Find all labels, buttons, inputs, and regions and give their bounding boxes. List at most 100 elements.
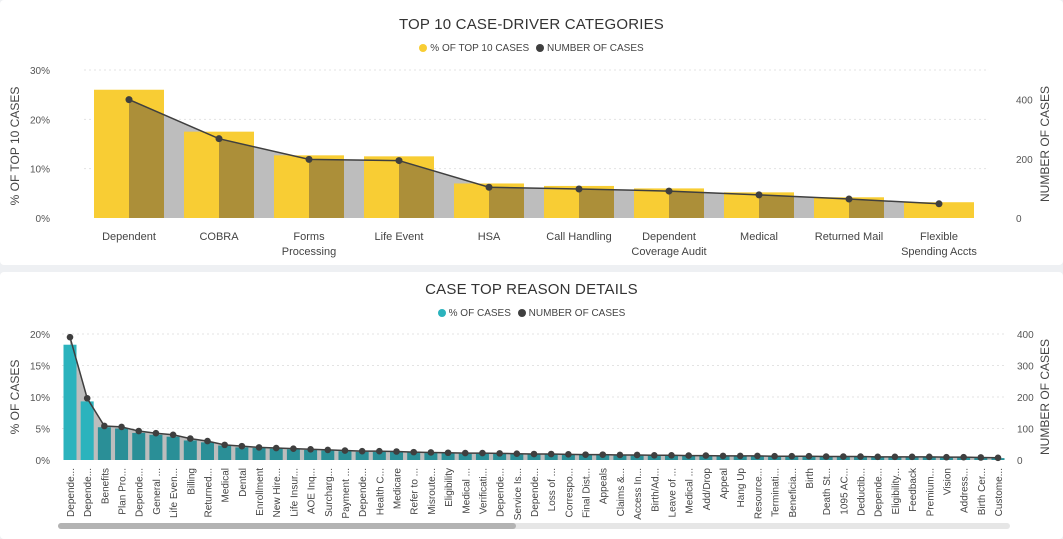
number-of-cases-point xyxy=(530,450,538,458)
legend-label: % OF TOP 10 CASES xyxy=(430,43,530,54)
pct-bar xyxy=(904,202,974,218)
number-of-cases-point xyxy=(845,195,853,203)
category-label: Dependent xyxy=(102,231,156,243)
category-label: Plan Pro... xyxy=(118,468,129,515)
bar-area-overlap xyxy=(399,160,434,218)
legend-item-pct-cases[interactable]: % OF CASES xyxy=(437,308,511,319)
number-of-cases-point xyxy=(135,427,143,435)
number-of-cases-point xyxy=(376,447,383,455)
left-tick-label: 15% xyxy=(30,362,50,373)
number-of-cases-point xyxy=(83,394,91,402)
number-of-cases-point xyxy=(479,449,486,457)
category-label: COBRA xyxy=(199,231,239,243)
category-label: Payment ... xyxy=(341,468,352,519)
number-of-cases-point xyxy=(840,453,847,460)
left-tick-label: 10% xyxy=(30,393,50,404)
pct-bar xyxy=(407,452,421,460)
pct-bar xyxy=(218,445,232,460)
number-of-cases-point xyxy=(118,423,125,431)
scrollbar-thumb[interactable] xyxy=(58,523,516,529)
pct-bar xyxy=(338,451,352,460)
number-of-cases-point xyxy=(960,453,967,461)
horizontal-scrollbar[interactable] xyxy=(58,523,1010,529)
legend-dot-icon xyxy=(437,309,446,318)
category-label: HSA xyxy=(478,231,501,243)
category-label: Access In... xyxy=(633,468,644,520)
category-label: Depende... xyxy=(135,468,146,517)
case-top-reason-panel: CASE TOP REASON DETAILS % OF CASES NUMBE… xyxy=(0,272,1063,539)
category-label: Final Dist... xyxy=(582,468,593,518)
pct-bar xyxy=(355,451,369,460)
category-label: Eligibility xyxy=(444,468,455,507)
left-tick-label: 30% xyxy=(30,66,50,77)
category-label: Billing xyxy=(186,468,197,495)
number-of-cases-point xyxy=(755,191,763,199)
pct-bar xyxy=(200,442,214,460)
number-of-cases-point xyxy=(754,452,761,460)
number-of-cases-point xyxy=(891,453,899,461)
category-label: Benefits xyxy=(100,468,111,504)
category-label: Premium... xyxy=(925,468,936,516)
legend-dot-icon xyxy=(536,44,545,53)
number-of-cases-point xyxy=(186,435,194,442)
number-of-cases-point xyxy=(496,450,503,457)
chart2-legend[interactable]: % OF CASES NUMBER OF CASES xyxy=(0,308,1063,319)
category-label: Terminati... xyxy=(771,468,782,517)
left-axis-title: % OF TOP 10 CASES xyxy=(8,87,22,206)
category-label: Depende... xyxy=(83,468,94,517)
number-of-cases-area xyxy=(70,337,998,460)
number-of-cases-point xyxy=(341,447,349,454)
category-label: Add/Drop xyxy=(702,468,713,511)
number-of-cases-point xyxy=(358,447,366,455)
number-of-cases-point xyxy=(307,445,314,453)
legend-item-number-of-cases[interactable]: NUMBER OF CASES xyxy=(517,308,625,319)
case-reason-combo-chart[interactable]: 20% 15% 10% 5% 0% 400 300 200 100 0 % OF CASES NUMB… xyxy=(0,272,1063,539)
category-label: Flexible Spending Accts xyxy=(901,231,977,258)
pct-bar xyxy=(166,436,180,460)
bar-area-overlap xyxy=(669,191,704,218)
category-label: Life Even... xyxy=(169,468,180,518)
number-of-cases-point xyxy=(685,452,692,459)
number-of-cases-point xyxy=(771,452,778,460)
number-of-cases-point xyxy=(565,451,572,458)
pct-bar xyxy=(269,448,283,460)
legend-item-pct-top10[interactable]: % OF TOP 10 CASES xyxy=(419,43,529,54)
chart1-legend[interactable]: % OF TOP 10 CASES NUMBER OF CASES xyxy=(0,43,1063,54)
category-label: Eligibility... xyxy=(891,468,902,515)
category-label: Misroute... xyxy=(427,468,438,515)
category-label: Dental xyxy=(238,468,249,497)
legend-item-number-of-cases[interactable]: NUMBER OF CASES xyxy=(536,43,644,54)
number-of-cases-point xyxy=(444,449,452,457)
number-of-cases-point xyxy=(805,452,813,460)
number-of-cases-point xyxy=(547,450,555,458)
category-label: Returned Mail xyxy=(815,231,883,243)
number-of-cases-point xyxy=(582,451,589,458)
right-axis-title: NUMBER OF CASES xyxy=(1038,86,1052,202)
right-tick-label: 100 xyxy=(1017,425,1034,436)
number-of-cases-point xyxy=(513,450,521,457)
category-label: Medical ... xyxy=(461,468,472,514)
number-of-cases-point xyxy=(393,448,400,455)
number-of-cases-point xyxy=(395,157,403,165)
number-of-cases-point xyxy=(616,451,624,459)
top-10-combo-chart[interactable]: 30% 20% 10% 0% 400 200 0 % OF TOP 10 CASES NUMBE… xyxy=(0,0,1063,265)
bar-area-overlap xyxy=(489,187,524,218)
pct-bar xyxy=(63,344,77,460)
pct-bar xyxy=(252,448,266,460)
pct-bar xyxy=(183,440,197,460)
number-of-cases-point xyxy=(427,449,435,456)
number-of-cases-point xyxy=(461,449,469,457)
chart1-title: TOP 10 CASE-DRIVER CATEGORIES xyxy=(398,16,665,33)
number-of-cases-point xyxy=(994,454,1002,462)
number-of-cases-point xyxy=(650,451,658,459)
legend-label: NUMBER OF CASES xyxy=(547,43,644,54)
category-label: 1095 AC... xyxy=(839,468,850,515)
right-tick-label: 400 xyxy=(1017,330,1034,341)
pct-bar xyxy=(235,447,249,460)
category-label: Resource... xyxy=(753,468,764,519)
left-tick-label: 5% xyxy=(36,425,51,436)
number-of-cases-point xyxy=(857,453,864,460)
category-label: Hang Up xyxy=(736,468,747,508)
number-of-cases-point xyxy=(599,451,607,458)
category-label: Depende... xyxy=(66,468,77,517)
